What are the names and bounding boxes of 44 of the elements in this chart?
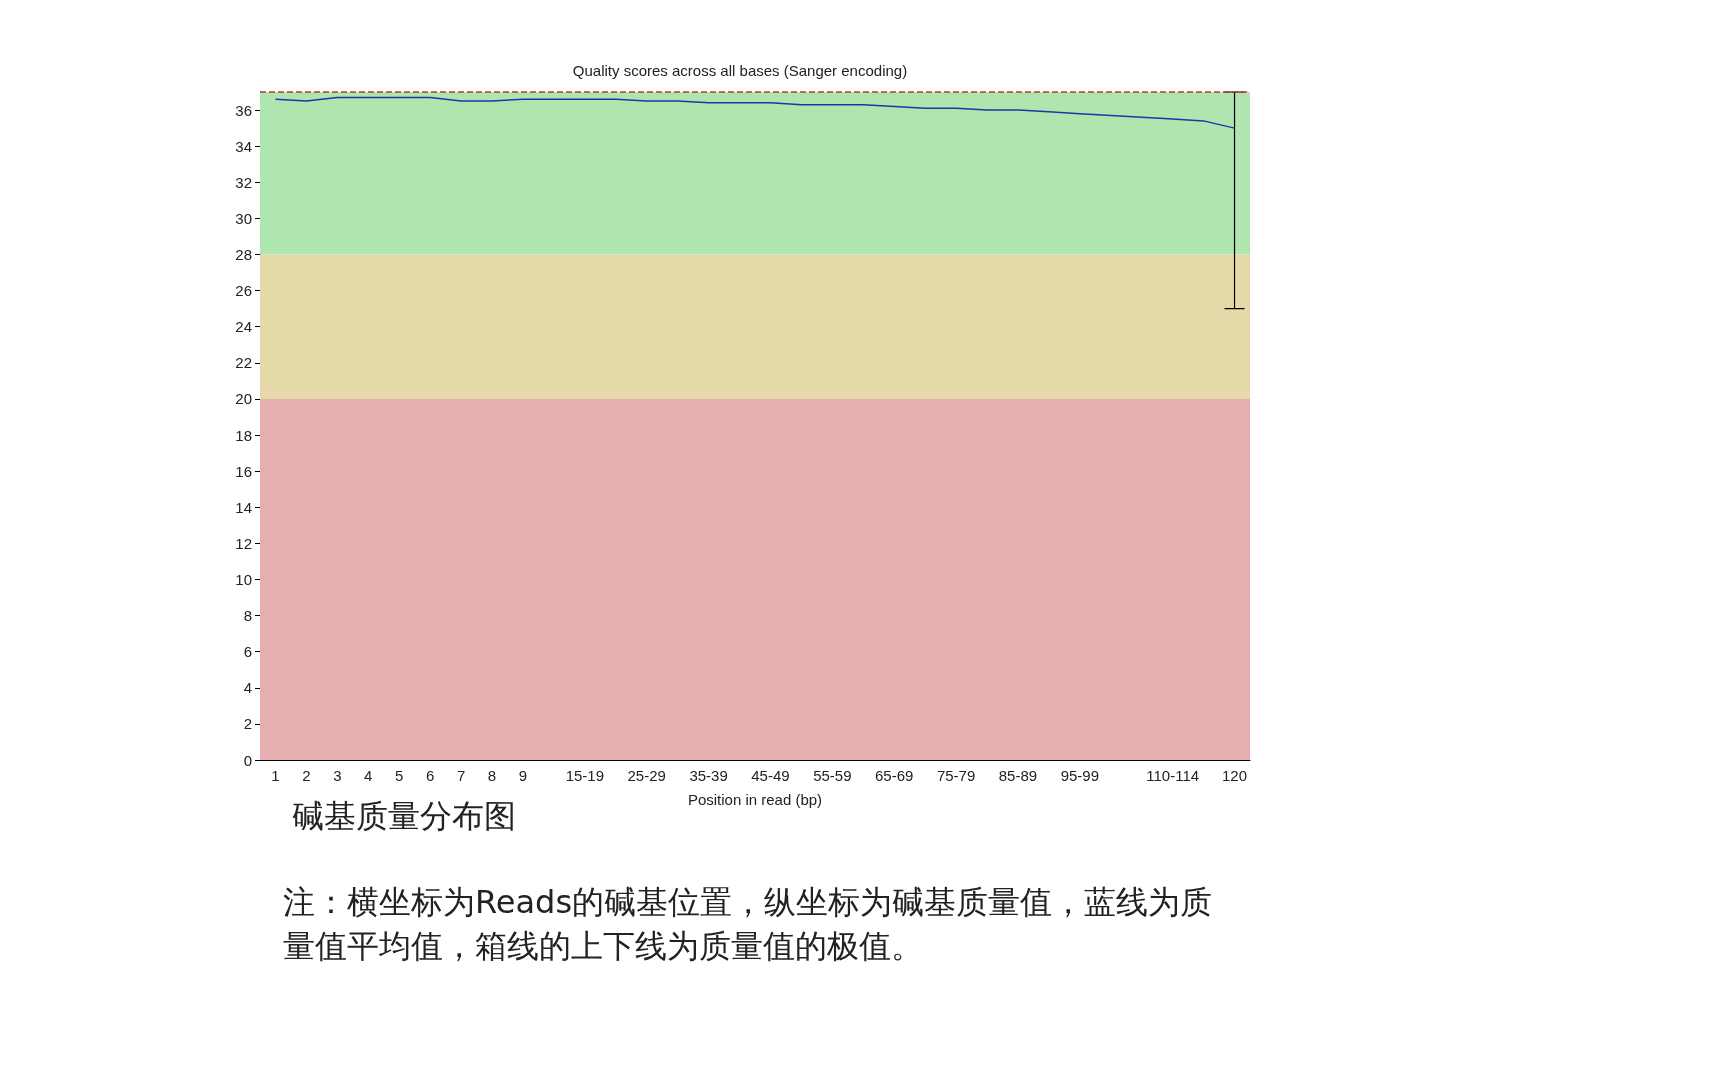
x-tick-label: 45-49 bbox=[751, 767, 790, 784]
y-tick-label: 4 bbox=[243, 679, 252, 697]
x-tick-label: 25-29 bbox=[627, 767, 666, 784]
x-tick-label: 85-89 bbox=[998, 767, 1038, 784]
y-tick-label: 32 bbox=[235, 173, 252, 191]
y-tick-label: 16 bbox=[235, 462, 252, 480]
y-tick-label: 36 bbox=[235, 101, 252, 119]
x-tick-label: 6 bbox=[425, 767, 435, 784]
y-tick-label: 24 bbox=[235, 318, 252, 336]
y-tick-label: 12 bbox=[235, 534, 252, 552]
x-tick-label: 35-39 bbox=[689, 767, 728, 784]
y-tick-label: 28 bbox=[235, 245, 252, 263]
y-tick-label: 22 bbox=[235, 354, 252, 372]
text: 碱基质量分布图 bbox=[292, 796, 516, 837]
x-tick-label: 120 bbox=[1222, 767, 1248, 784]
text: 注：横坐标为Reads的碱基位置，纵坐标为碱基质量值，蓝线为质量值平均值，箱线的上下线为质量值的极值。 bbox=[283, 882, 1213, 967]
x-tick-label: 3 bbox=[333, 767, 342, 784]
y-tick-label: 26 bbox=[235, 282, 252, 300]
chart-title: Quality scores across all bases (Sanger encoding) bbox=[572, 62, 908, 79]
y-tick-label: 18 bbox=[235, 426, 252, 444]
x-tick-label: 5 bbox=[395, 767, 404, 784]
x-tick-label: 4 bbox=[364, 767, 373, 784]
x-tick-label: 15-19 bbox=[565, 767, 605, 784]
y-tick-label: 14 bbox=[235, 498, 252, 516]
y-tick-label: 0 bbox=[243, 751, 252, 769]
y-tick-label: 2 bbox=[243, 715, 252, 733]
x-tick-label: 1 bbox=[271, 767, 280, 784]
x-tick-label: 8 bbox=[487, 767, 497, 784]
x-tick-label: 110-114 bbox=[1146, 767, 1200, 784]
x-tick-label: 95-99 bbox=[1060, 767, 1100, 784]
x-tick-label: 7 bbox=[456, 767, 466, 784]
y-tick-label: 34 bbox=[235, 137, 252, 155]
x-axis-title: Position in read (bp) bbox=[687, 791, 823, 808]
x-tick-label: 9 bbox=[518, 767, 528, 784]
y-tick-label: 8 bbox=[243, 607, 252, 625]
x-tick-label: 2 bbox=[302, 767, 311, 784]
line-series bbox=[274, 96, 1236, 129]
x-tick-label: 65-69 bbox=[875, 767, 914, 784]
y-tick-label: 6 bbox=[243, 643, 252, 661]
x-tick-label: 75-79 bbox=[936, 767, 976, 784]
y-tick-label: 10 bbox=[235, 570, 252, 588]
y-tick-label: 30 bbox=[235, 209, 252, 227]
x-tick-label: 55-59 bbox=[813, 767, 852, 784]
y-tick-label: 20 bbox=[235, 390, 252, 408]
